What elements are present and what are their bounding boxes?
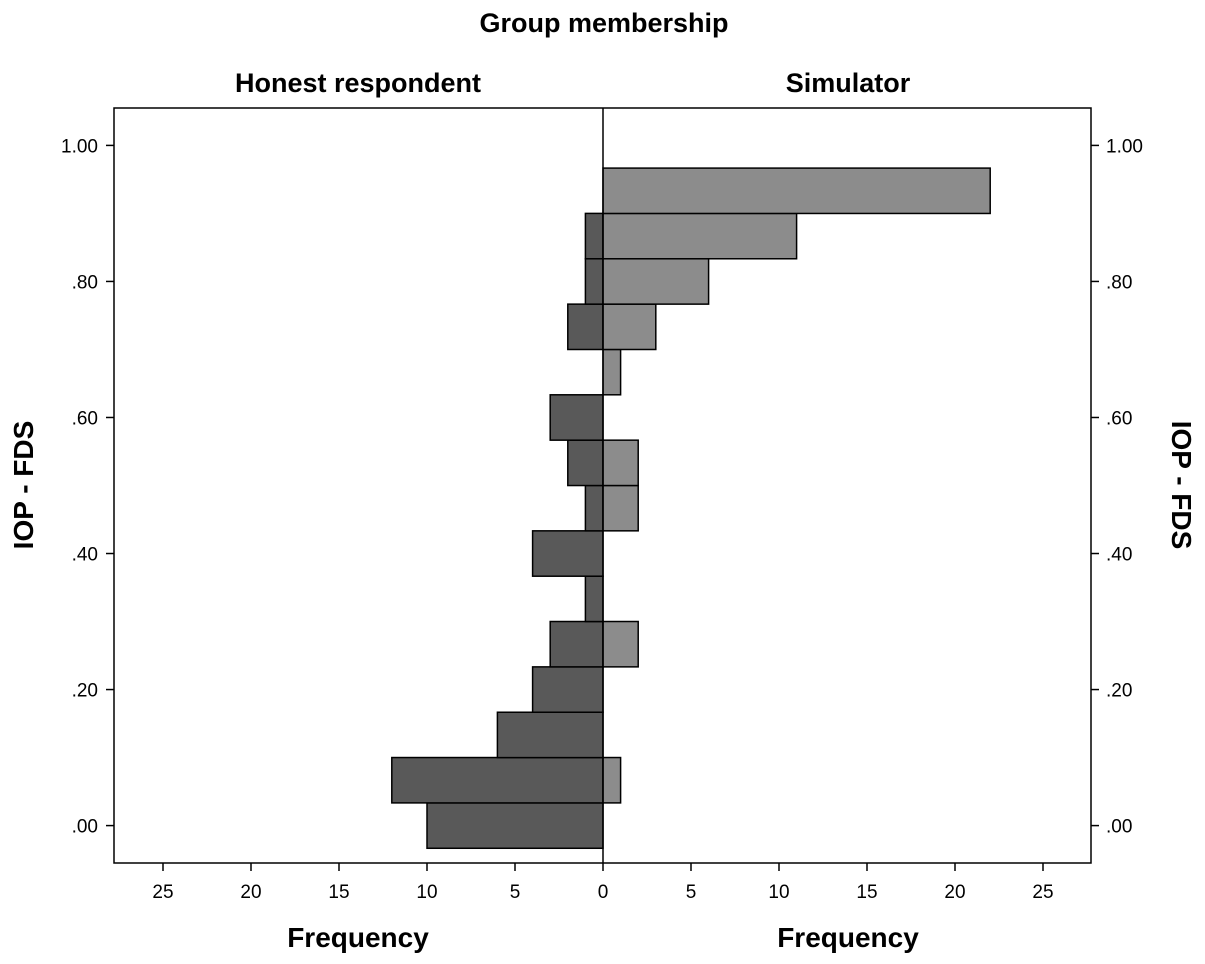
y-axis-label-left: IOP - FDS xyxy=(8,421,39,550)
y-tick-label-right: .00 xyxy=(1106,817,1132,838)
honest-bar xyxy=(391,756,604,804)
honest-bar xyxy=(531,666,604,713)
simulator-bar xyxy=(602,756,622,804)
simulator-bar xyxy=(602,348,622,396)
y-tick-label-left: 1.00 xyxy=(61,136,98,157)
x-tick-label: 15 xyxy=(328,882,349,903)
y-axis-left: .00 .20 .40 .60 .80 1.00 xyxy=(61,136,114,838)
honest-bar xyxy=(426,802,604,850)
honest-bar xyxy=(584,575,604,623)
x-tick-label: 0 xyxy=(598,882,609,903)
bars-group xyxy=(391,167,991,850)
x-tick-label: 20 xyxy=(240,882,261,903)
honest-bar xyxy=(549,394,604,441)
y-tick-label-left: .60 xyxy=(72,408,98,429)
simulator-bar xyxy=(602,167,991,215)
right-panel-label: Simulator xyxy=(786,68,911,98)
y-tick-label-right: 1.00 xyxy=(1106,136,1143,157)
simulator-bar xyxy=(602,258,710,305)
simulator-bar xyxy=(602,484,639,532)
honest-bar xyxy=(567,439,604,487)
honest-bar xyxy=(567,303,604,351)
honest-bar xyxy=(531,530,604,577)
y-axis-right: .00 .20 .40 .60 .80 1.00 xyxy=(1091,136,1143,838)
x-tick-label: 15 xyxy=(856,882,877,903)
x-tick-label: 25 xyxy=(152,882,173,903)
simulator-bar xyxy=(602,439,639,487)
honest-bar xyxy=(496,711,604,759)
x-axis-label-right: Frequency xyxy=(777,922,919,953)
simulator-bar xyxy=(602,620,639,668)
honest-bar xyxy=(584,484,604,532)
x-tick-label: 25 xyxy=(1032,882,1053,903)
y-tick-label-left: .80 xyxy=(72,272,98,293)
chart-title: Group membership xyxy=(479,8,728,38)
y-tick-label-left: .20 xyxy=(72,681,98,702)
simulator-bar xyxy=(602,303,657,351)
y-axis-label-right: IOP - FDS xyxy=(1166,421,1197,550)
y-tick-label-right: .40 xyxy=(1106,545,1132,566)
x-tick-label: 5 xyxy=(686,882,697,903)
x-tick-label: 10 xyxy=(768,882,789,903)
x-tick-label: 20 xyxy=(944,882,965,903)
x-axis: 25 20 15 10 5 0 5 10 15 20 25 xyxy=(152,863,1054,903)
simulator-bar xyxy=(602,212,798,260)
y-tick-label-right: .80 xyxy=(1106,272,1132,293)
x-axis-label-left: Frequency xyxy=(287,922,429,953)
x-tick-label: 5 xyxy=(510,882,521,903)
left-panel-label: Honest respondent xyxy=(235,68,481,98)
honest-bar xyxy=(584,212,604,260)
y-tick-label-right: .60 xyxy=(1106,408,1132,429)
honest-bar xyxy=(549,620,604,668)
y-tick-label-left: .40 xyxy=(72,545,98,566)
x-tick-label: 10 xyxy=(416,882,437,903)
honest-bar xyxy=(584,258,604,305)
y-tick-label-right: .20 xyxy=(1106,681,1132,702)
y-tick-label-left: .00 xyxy=(72,817,98,838)
